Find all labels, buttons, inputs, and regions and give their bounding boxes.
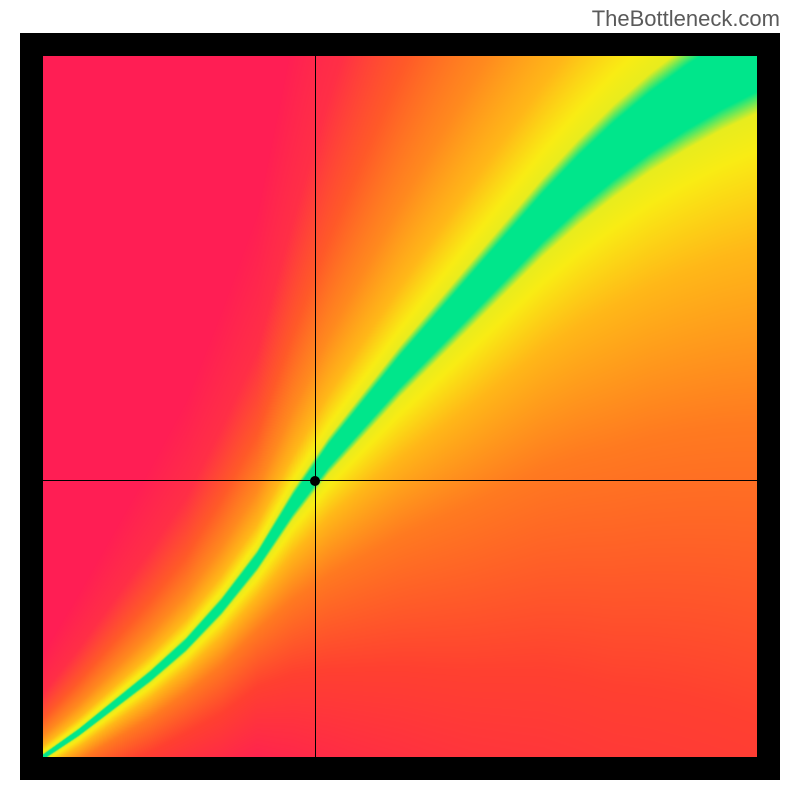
watermark-text: TheBottleneck.com	[592, 6, 780, 32]
crosshair-marker	[310, 476, 320, 486]
chart-container: TheBottleneck.com	[0, 0, 800, 800]
plot-area	[43, 56, 757, 757]
crosshair-vertical	[315, 56, 316, 757]
crosshair-horizontal	[43, 480, 757, 481]
heatmap-canvas	[43, 56, 757, 757]
